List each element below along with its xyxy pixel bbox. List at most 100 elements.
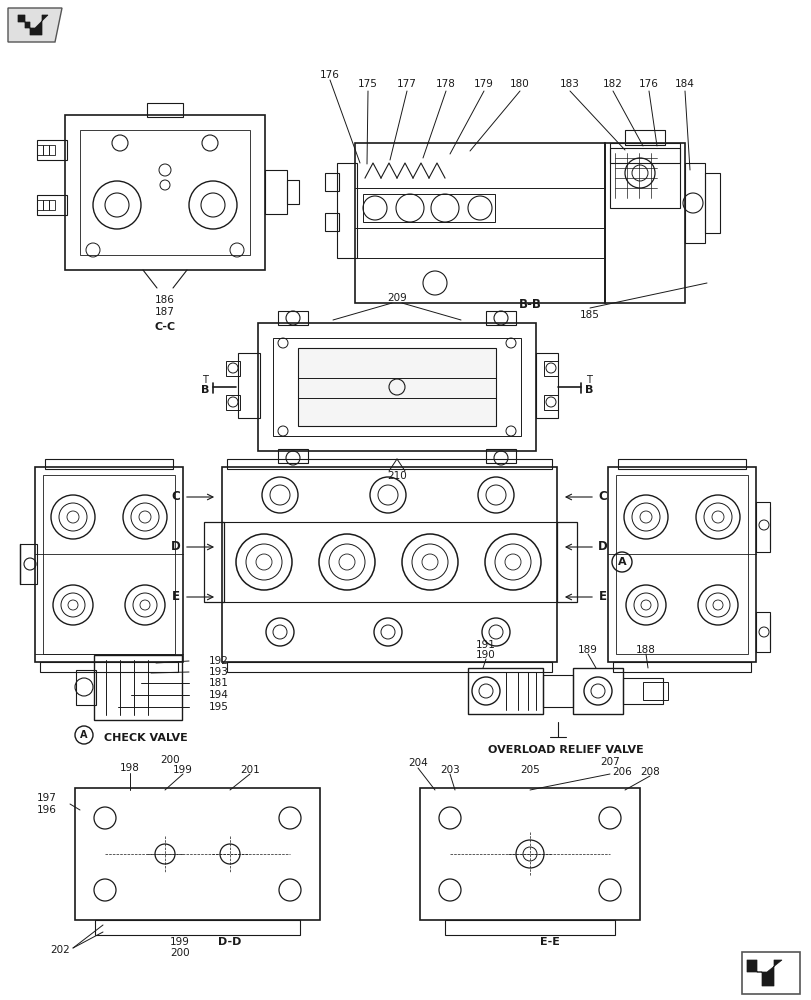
Text: B-B: B-B — [518, 298, 541, 312]
Text: 194: 194 — [208, 690, 229, 700]
Bar — [616, 475, 747, 654]
Bar — [37, 195, 67, 215]
Bar — [221, 467, 556, 662]
Bar — [622, 678, 663, 704]
Bar — [543, 361, 557, 376]
Bar — [147, 103, 182, 117]
Bar — [35, 467, 182, 662]
Bar — [225, 395, 240, 410]
Text: E-E: E-E — [539, 937, 560, 947]
Bar — [543, 675, 573, 707]
Text: 198: 198 — [120, 763, 139, 773]
Text: A: A — [80, 730, 88, 740]
Text: 185: 185 — [579, 310, 599, 320]
Bar — [298, 348, 496, 426]
Bar — [75, 788, 320, 920]
Bar — [755, 612, 769, 652]
Text: B: B — [200, 385, 209, 395]
Polygon shape — [8, 8, 62, 42]
Text: 182: 182 — [603, 79, 622, 89]
Bar — [607, 467, 755, 662]
Bar — [20, 544, 37, 584]
Bar — [337, 163, 357, 258]
Bar — [556, 522, 577, 602]
Text: 201: 201 — [240, 765, 260, 775]
Bar — [704, 173, 719, 233]
Bar — [204, 522, 224, 602]
Bar — [486, 449, 515, 463]
Text: 192: 192 — [208, 656, 229, 666]
Text: D: D — [598, 540, 607, 554]
Text: C: C — [171, 490, 180, 504]
Bar — [94, 655, 182, 720]
Bar — [37, 145, 43, 155]
Text: 184: 184 — [674, 79, 694, 89]
Bar — [40, 662, 178, 672]
Text: B: B — [584, 385, 593, 395]
Text: 190: 190 — [475, 650, 496, 660]
Polygon shape — [746, 960, 781, 986]
Bar — [741, 952, 799, 994]
Text: 203: 203 — [440, 765, 459, 775]
Text: 204: 204 — [408, 758, 427, 768]
Text: 181: 181 — [208, 678, 229, 688]
Text: 210: 210 — [387, 471, 406, 481]
Text: 187: 187 — [155, 307, 174, 317]
Bar — [227, 662, 551, 672]
Text: 207: 207 — [599, 757, 619, 767]
Text: CHECK VALVE: CHECK VALVE — [104, 733, 187, 743]
Text: 176: 176 — [638, 79, 658, 89]
Text: 176: 176 — [320, 70, 340, 80]
Text: 206: 206 — [611, 767, 631, 777]
Text: 178: 178 — [436, 79, 455, 89]
Bar — [609, 143, 679, 163]
Bar — [49, 145, 55, 155]
Bar — [624, 130, 664, 145]
Text: C: C — [598, 490, 607, 504]
Bar — [45, 459, 173, 469]
Text: T: T — [586, 375, 591, 385]
Bar — [609, 148, 679, 208]
Text: 188: 188 — [635, 645, 655, 655]
Text: OVERLOAD RELIEF VALVE: OVERLOAD RELIEF VALVE — [487, 745, 643, 755]
Text: 175: 175 — [358, 79, 377, 89]
Bar — [272, 338, 521, 436]
Text: 208: 208 — [639, 767, 659, 777]
Text: 199: 199 — [169, 937, 190, 947]
Bar — [49, 200, 55, 210]
Bar — [227, 459, 551, 469]
Bar — [76, 670, 96, 705]
Bar — [467, 668, 543, 714]
Bar — [37, 200, 43, 210]
Bar — [65, 115, 264, 270]
Bar — [80, 130, 250, 255]
Text: C-C: C-C — [154, 322, 175, 332]
Text: D-D: D-D — [218, 937, 242, 947]
Text: 179: 179 — [474, 79, 493, 89]
Text: 199: 199 — [173, 765, 193, 775]
Text: 200: 200 — [160, 755, 179, 765]
Bar — [573, 668, 622, 714]
Text: 209: 209 — [387, 293, 406, 303]
Text: 186: 186 — [155, 295, 174, 305]
Bar — [258, 323, 535, 451]
Bar — [354, 143, 604, 303]
Text: 183: 183 — [560, 79, 579, 89]
Text: E: E — [599, 590, 607, 603]
Text: E: E — [172, 590, 180, 603]
Text: 189: 189 — [577, 645, 597, 655]
Text: 195: 195 — [208, 702, 229, 712]
Polygon shape — [18, 15, 48, 35]
Bar — [277, 449, 307, 463]
Bar — [604, 143, 684, 303]
Bar — [642, 682, 667, 700]
Bar — [535, 353, 557, 418]
Bar — [43, 200, 49, 210]
Bar — [43, 475, 175, 654]
Bar — [238, 353, 260, 418]
Text: 191: 191 — [475, 640, 496, 650]
Bar — [612, 662, 750, 672]
Text: 197: 197 — [37, 793, 57, 803]
Bar — [684, 163, 704, 243]
Bar — [277, 311, 307, 325]
